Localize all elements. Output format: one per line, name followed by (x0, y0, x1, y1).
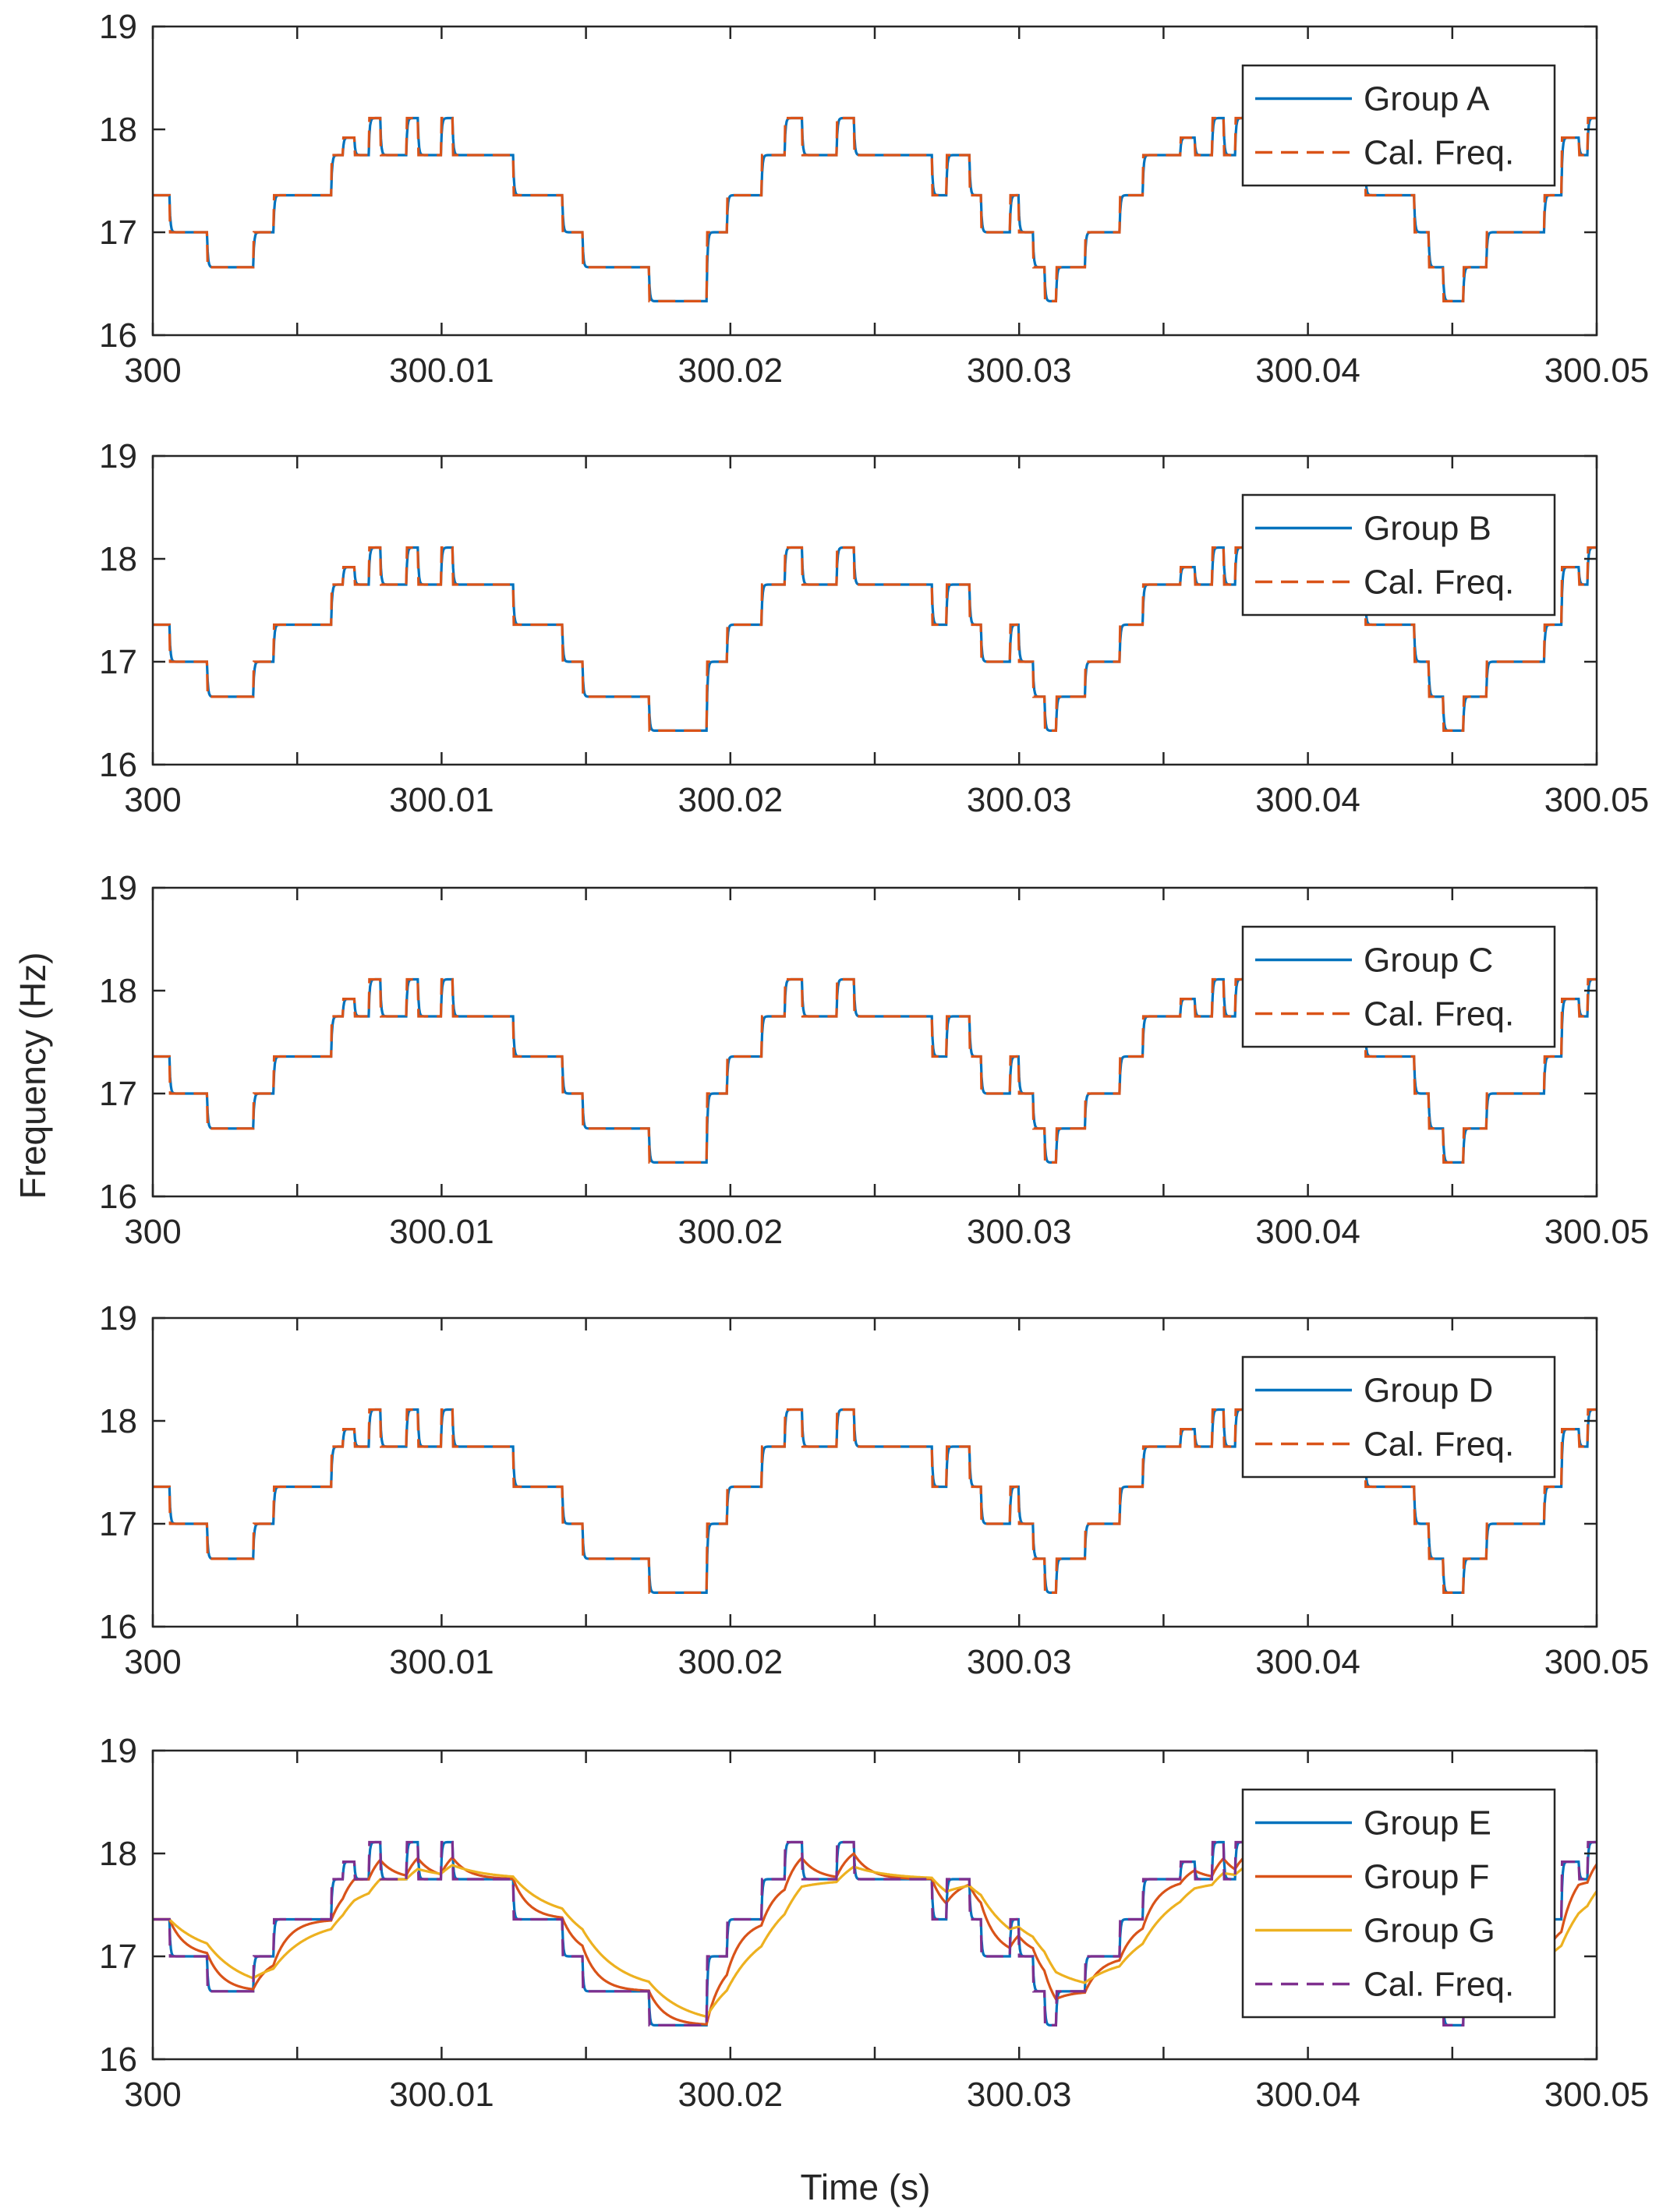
x-tick-label: 300.05 (1544, 2076, 1650, 2114)
x-tick-label: 300.04 (1255, 352, 1360, 390)
legend-label: Group C (1364, 942, 1493, 980)
legend-label: Group A (1364, 80, 1490, 118)
x-axis-label: Time (s) (801, 2167, 931, 2207)
y-tick-label: 17 (99, 1505, 137, 1543)
panel-3: 300 300.01 300.02 300.03 300.04 300.05 16 17 18 1… (99, 1299, 1649, 1681)
x-tick-label: 300 (124, 1213, 181, 1251)
x-tick-label: 300.01 (389, 1643, 494, 1681)
legend-label: Cal. Freq. (1364, 995, 1514, 1034)
panels: 300 300.01 300.02 300.03 300.04 300.05 16 17 18 1… (99, 8, 1649, 2114)
y-tick-label: 19 (99, 1732, 137, 1770)
x-tick-label: 300 (124, 781, 181, 819)
x-tick-label: 300.01 (389, 1213, 494, 1251)
x-tick-label: 300.02 (678, 2076, 784, 2114)
y-axis-label: Frequency (Hz) (12, 952, 53, 1200)
x-tick-label: 300.01 (389, 352, 494, 390)
x-tick-label: 300.02 (678, 781, 784, 819)
legend-label: Group G (1364, 1912, 1495, 1950)
x-tick-label: 300.05 (1544, 352, 1650, 390)
legend: Group C Cal. Freq. (1241, 925, 1556, 1048)
x-tick-label: 300.05 (1544, 1643, 1650, 1681)
legend-label: Group F (1364, 1858, 1489, 1896)
panel-4: 300 300.01 300.02 300.03 300.04 300.05 16 17 18 1… (99, 1732, 1649, 2114)
x-tick-label: 300.03 (967, 1213, 1072, 1251)
legend-label: Group D (1364, 1372, 1493, 1410)
y-tick-label: 17 (99, 1938, 137, 1976)
panel-2: 300 300.01 300.02 300.03 300.04 300.05 16 17 18 1… (99, 869, 1649, 1251)
y-tick-label: 19 (99, 437, 137, 475)
x-tick-label: 300.02 (678, 1213, 784, 1251)
y-tick-label: 16 (99, 2041, 137, 2079)
legend-label: Cal. Freq. (1364, 134, 1514, 172)
y-tick-label: 16 (99, 746, 137, 784)
y-tick-label: 17 (99, 214, 137, 252)
legend-box (1241, 1788, 1556, 2019)
x-tick-label: 300.03 (967, 2076, 1072, 2114)
legend-box (1241, 64, 1556, 187)
x-tick-label: 300.02 (678, 352, 784, 390)
legend-box (1241, 493, 1556, 617)
x-tick-label: 300.05 (1544, 1213, 1650, 1251)
legend-box (1241, 925, 1556, 1048)
legend: Group A Cal. Freq. (1241, 64, 1556, 187)
x-tick-label: 300.01 (389, 2076, 494, 2114)
y-tick-label: 18 (99, 972, 137, 1010)
x-tick-label: 300 (124, 1643, 181, 1681)
x-tick-label: 300.01 (389, 781, 494, 819)
x-tick-label: 300 (124, 352, 181, 390)
legend-label: Cal. Freq. (1364, 1966, 1514, 2004)
x-tick-label: 300 (124, 2076, 181, 2114)
x-tick-label: 300.02 (678, 1643, 784, 1681)
y-tick-label: 19 (99, 869, 137, 907)
x-tick-label: 300.03 (967, 781, 1072, 819)
x-tick-label: 300.03 (967, 1643, 1072, 1681)
y-tick-label: 18 (99, 1835, 137, 1873)
x-tick-label: 300.04 (1255, 1643, 1360, 1681)
legend: Group D Cal. Freq. (1241, 1355, 1556, 1479)
x-tick-label: 300.05 (1544, 781, 1650, 819)
y-tick-label: 17 (99, 1075, 137, 1113)
legend: Group E Group F Group G Cal. Freq. (1241, 1788, 1556, 2019)
x-tick-label: 300.04 (1255, 781, 1360, 819)
legend-label: Group E (1364, 1804, 1491, 1843)
legend-label: Cal. Freq. (1364, 564, 1514, 602)
legend-label: Group B (1364, 510, 1491, 548)
y-tick-label: 18 (99, 111, 137, 149)
y-tick-label: 18 (99, 540, 137, 578)
legend-label: Cal. Freq. (1364, 1426, 1514, 1464)
panel-1: 300 300.01 300.02 300.03 300.04 300.05 16 17 18 1… (99, 437, 1649, 819)
y-tick-label: 17 (99, 643, 137, 681)
panel-0: 300 300.01 300.02 300.03 300.04 300.05 16 17 18 1… (99, 8, 1649, 390)
legend: Group B Cal. Freq. (1241, 493, 1556, 617)
legend-box (1241, 1355, 1556, 1479)
y-tick-label: 16 (99, 1178, 137, 1216)
x-tick-label: 300.04 (1255, 1213, 1360, 1251)
x-tick-label: 300.03 (967, 352, 1072, 390)
y-tick-label: 18 (99, 1402, 137, 1440)
y-tick-label: 19 (99, 8, 137, 46)
x-tick-label: 300.04 (1255, 2076, 1360, 2114)
y-tick-label: 19 (99, 1299, 137, 1337)
y-tick-label: 16 (99, 1608, 137, 1646)
y-tick-label: 16 (99, 316, 137, 355)
